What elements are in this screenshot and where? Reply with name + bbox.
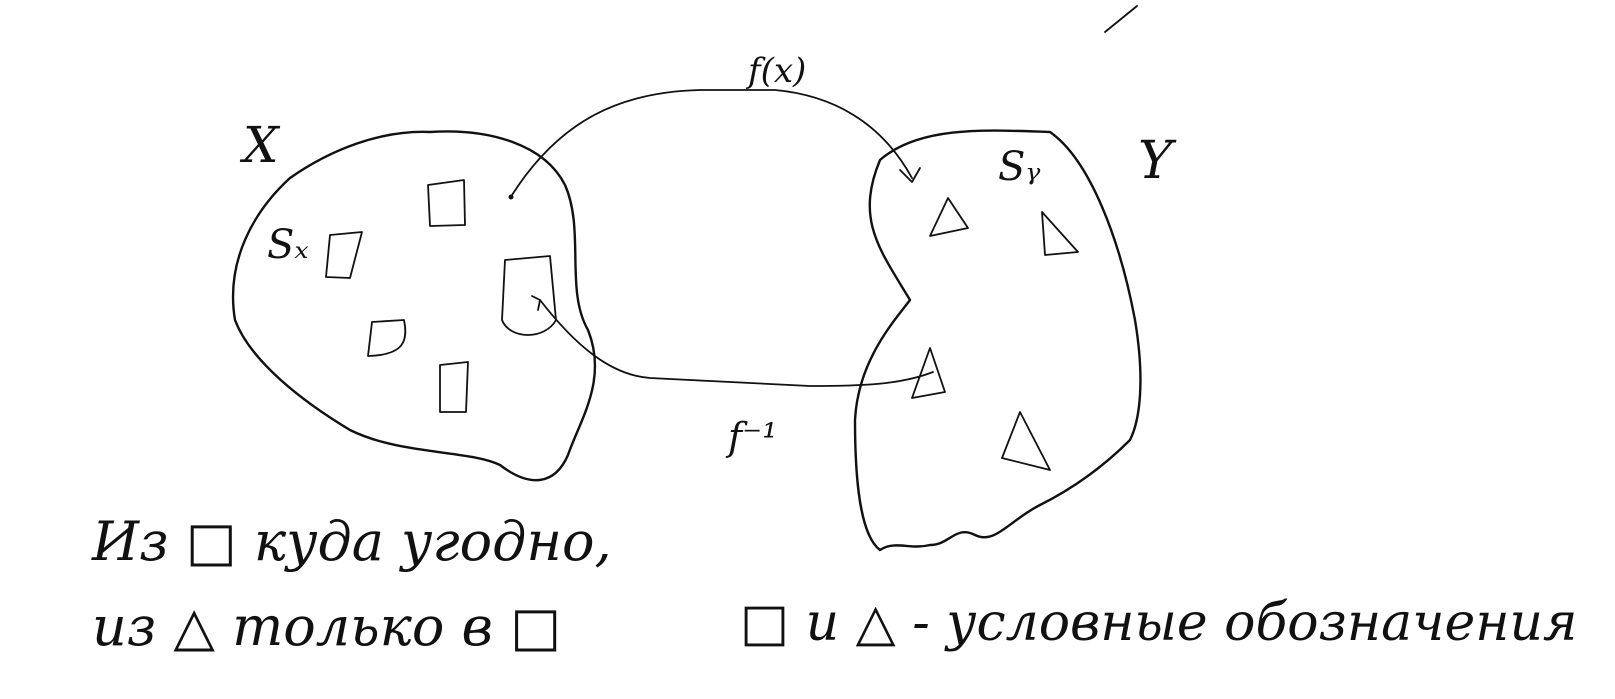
square-shape <box>325 231 363 279</box>
forward-map-arrow <box>511 89 913 196</box>
inverse-map-arrow <box>539 299 934 387</box>
set-x-blob <box>231 130 597 482</box>
triangle-shape <box>911 347 946 399</box>
set-x-label: X <box>239 116 281 174</box>
square-shape <box>501 255 557 336</box>
rule-line-1: Из □ куда угодно, <box>91 510 612 573</box>
rule-line-2: из △ только в □ <box>92 595 561 658</box>
legend-text: □ и △ - условные обозначения <box>740 593 1577 653</box>
subset-x-label: Sₓ <box>267 222 309 268</box>
subset-y-label: Sᵧ <box>998 144 1040 190</box>
forward-start-dot <box>508 194 514 200</box>
set-y-label: Y <box>1138 131 1177 191</box>
triangle-shape <box>1041 211 1079 256</box>
inverse-map-label: f⁻¹ <box>725 415 777 459</box>
stray-mark <box>1104 5 1138 33</box>
square-shape <box>439 361 469 413</box>
triangle-shape <box>929 197 969 237</box>
forward-map-label: f(x) <box>745 51 806 91</box>
triangle-shapes <box>911 197 1079 471</box>
forward-arrowhead <box>899 167 921 183</box>
set-y-blob <box>853 129 1142 552</box>
inverse-arrowhead <box>531 295 541 311</box>
triangle-shape <box>1001 411 1051 471</box>
square-shapes <box>325 179 557 413</box>
square-shape <box>427 179 466 227</box>
square-shape <box>367 319 407 357</box>
